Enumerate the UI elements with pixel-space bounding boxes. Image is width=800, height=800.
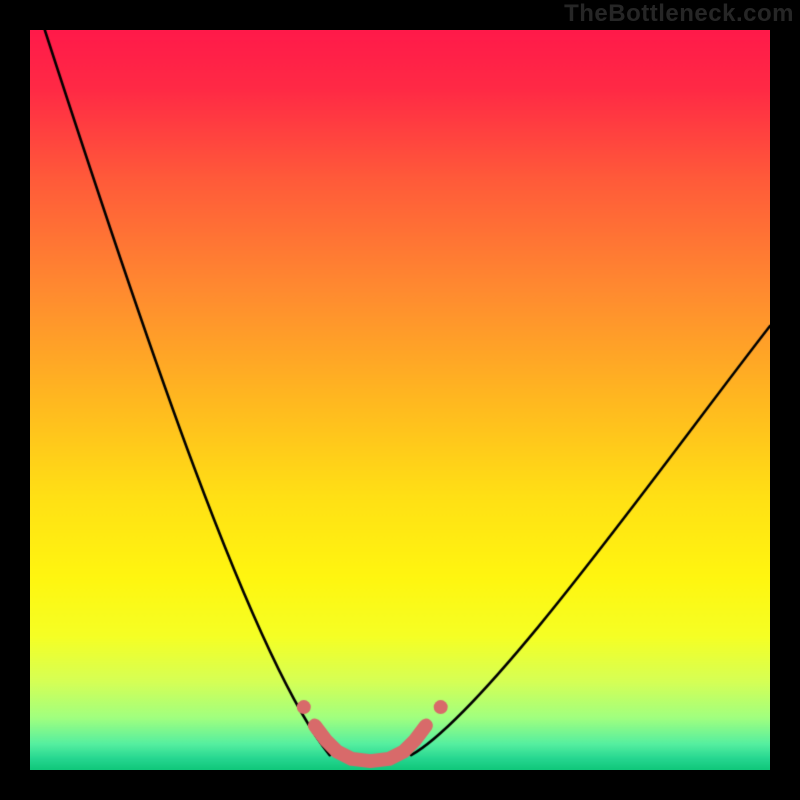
watermark-text: TheBottleneck.com (564, 0, 794, 28)
plot-area (30, 30, 770, 770)
chart-stage: TheBottleneck.com (0, 0, 800, 800)
chart-canvas (30, 30, 770, 770)
